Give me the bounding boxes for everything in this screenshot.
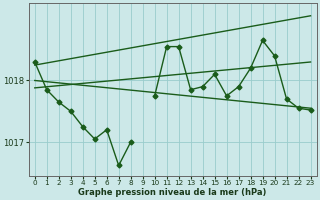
X-axis label: Graphe pression niveau de la mer (hPa): Graphe pression niveau de la mer (hPa) [78, 188, 267, 197]
